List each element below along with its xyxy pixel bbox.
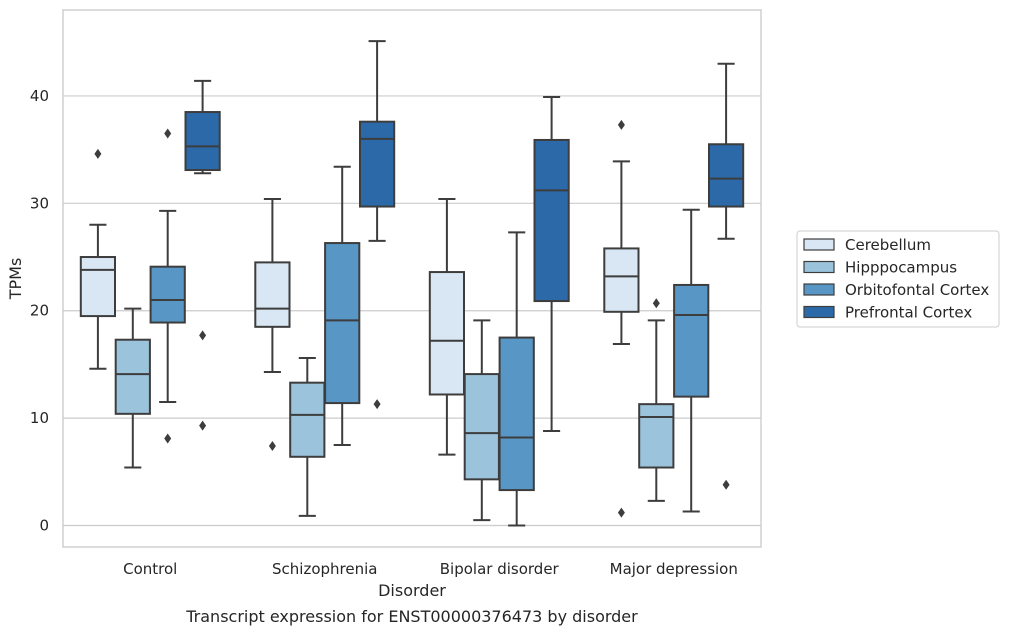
plot-area-frame	[62, 9, 762, 548]
box-1-0	[114, 307, 151, 469]
box-2-0	[149, 128, 186, 444]
outlier-point	[268, 441, 276, 452]
box-body	[324, 242, 361, 405]
legend-swatch	[803, 305, 835, 319]
legend-swatch	[803, 260, 835, 274]
y-tick-labels: 0 10 20 30 40	[30, 87, 49, 535]
box-body	[428, 271, 466, 396]
figure-caption: Transcript expression for ENST0000037647…	[185, 607, 638, 626]
y-axis-label: TPMs	[6, 258, 25, 301]
outlier-point	[94, 148, 102, 159]
box-body	[149, 265, 186, 324]
x-tick-label: Schizophrenia	[272, 560, 377, 578]
box-body	[79, 256, 117, 318]
box-body	[707, 143, 745, 208]
x-tick-labels: Control Schizophrenia Bipolar disorder Majo…	[123, 560, 738, 578]
box-2-3	[673, 208, 710, 513]
box-body	[184, 111, 221, 172]
legend-label: Cerebellum	[845, 236, 931, 254]
x-tick-label: Bipolar disorder	[440, 560, 560, 578]
box-series	[79, 40, 745, 527]
box-body	[358, 120, 396, 208]
x-axis-label: Disorder	[378, 581, 446, 600]
outlier-point	[617, 507, 625, 518]
x-tick-label: Control	[123, 560, 177, 578]
box-0-0	[79, 148, 117, 370]
box-body	[533, 138, 570, 303]
x-tick-label: Major depression	[610, 560, 738, 578]
box-0-3	[603, 119, 640, 518]
legend-label: Prefrontal Cortex	[845, 304, 972, 322]
outlier-point	[652, 298, 660, 309]
legend-frame	[796, 230, 1000, 328]
outlier-point	[617, 119, 625, 130]
y-tick-label: 20	[30, 302, 49, 320]
outlier-point	[373, 399, 381, 410]
box-1-1	[289, 356, 326, 517]
box-3-3	[707, 62, 745, 490]
box-body	[498, 336, 535, 492]
box-3-1	[358, 40, 396, 410]
y-tick-label: 10	[30, 409, 49, 427]
box-2-2	[498, 231, 535, 527]
y-tick-label: 40	[30, 87, 49, 105]
outlier-point	[164, 128, 172, 139]
outlier-point	[164, 433, 172, 444]
box-body	[673, 283, 710, 398]
box-body	[463, 373, 500, 481]
y-tick-label: 0	[39, 517, 49, 535]
legend-label: Hipppocampus	[845, 259, 957, 277]
box-3-2	[533, 95, 570, 433]
box-0-2	[428, 198, 466, 456]
box-body	[289, 381, 326, 458]
box-1-3	[638, 298, 675, 502]
box-body	[114, 338, 151, 415]
outlier-point	[199, 420, 207, 431]
box-0-1	[254, 198, 291, 452]
legend-swatch	[803, 283, 835, 296]
legend-swatch	[803, 238, 835, 251]
box-2-1	[324, 165, 361, 446]
outlier-point	[199, 330, 207, 341]
box-1-2	[463, 319, 500, 522]
box-body	[603, 247, 640, 313]
legend: Cerebellum Hipppocampus Orbitofontal Corte…	[796, 230, 1000, 328]
box-body	[254, 261, 291, 328]
box-body	[638, 403, 675, 469]
legend-label: Orbitofontal Cortex	[845, 281, 989, 299]
box-3-0	[184, 79, 221, 431]
y-tick-label: 30	[30, 194, 49, 212]
outlier-point	[722, 479, 730, 490]
